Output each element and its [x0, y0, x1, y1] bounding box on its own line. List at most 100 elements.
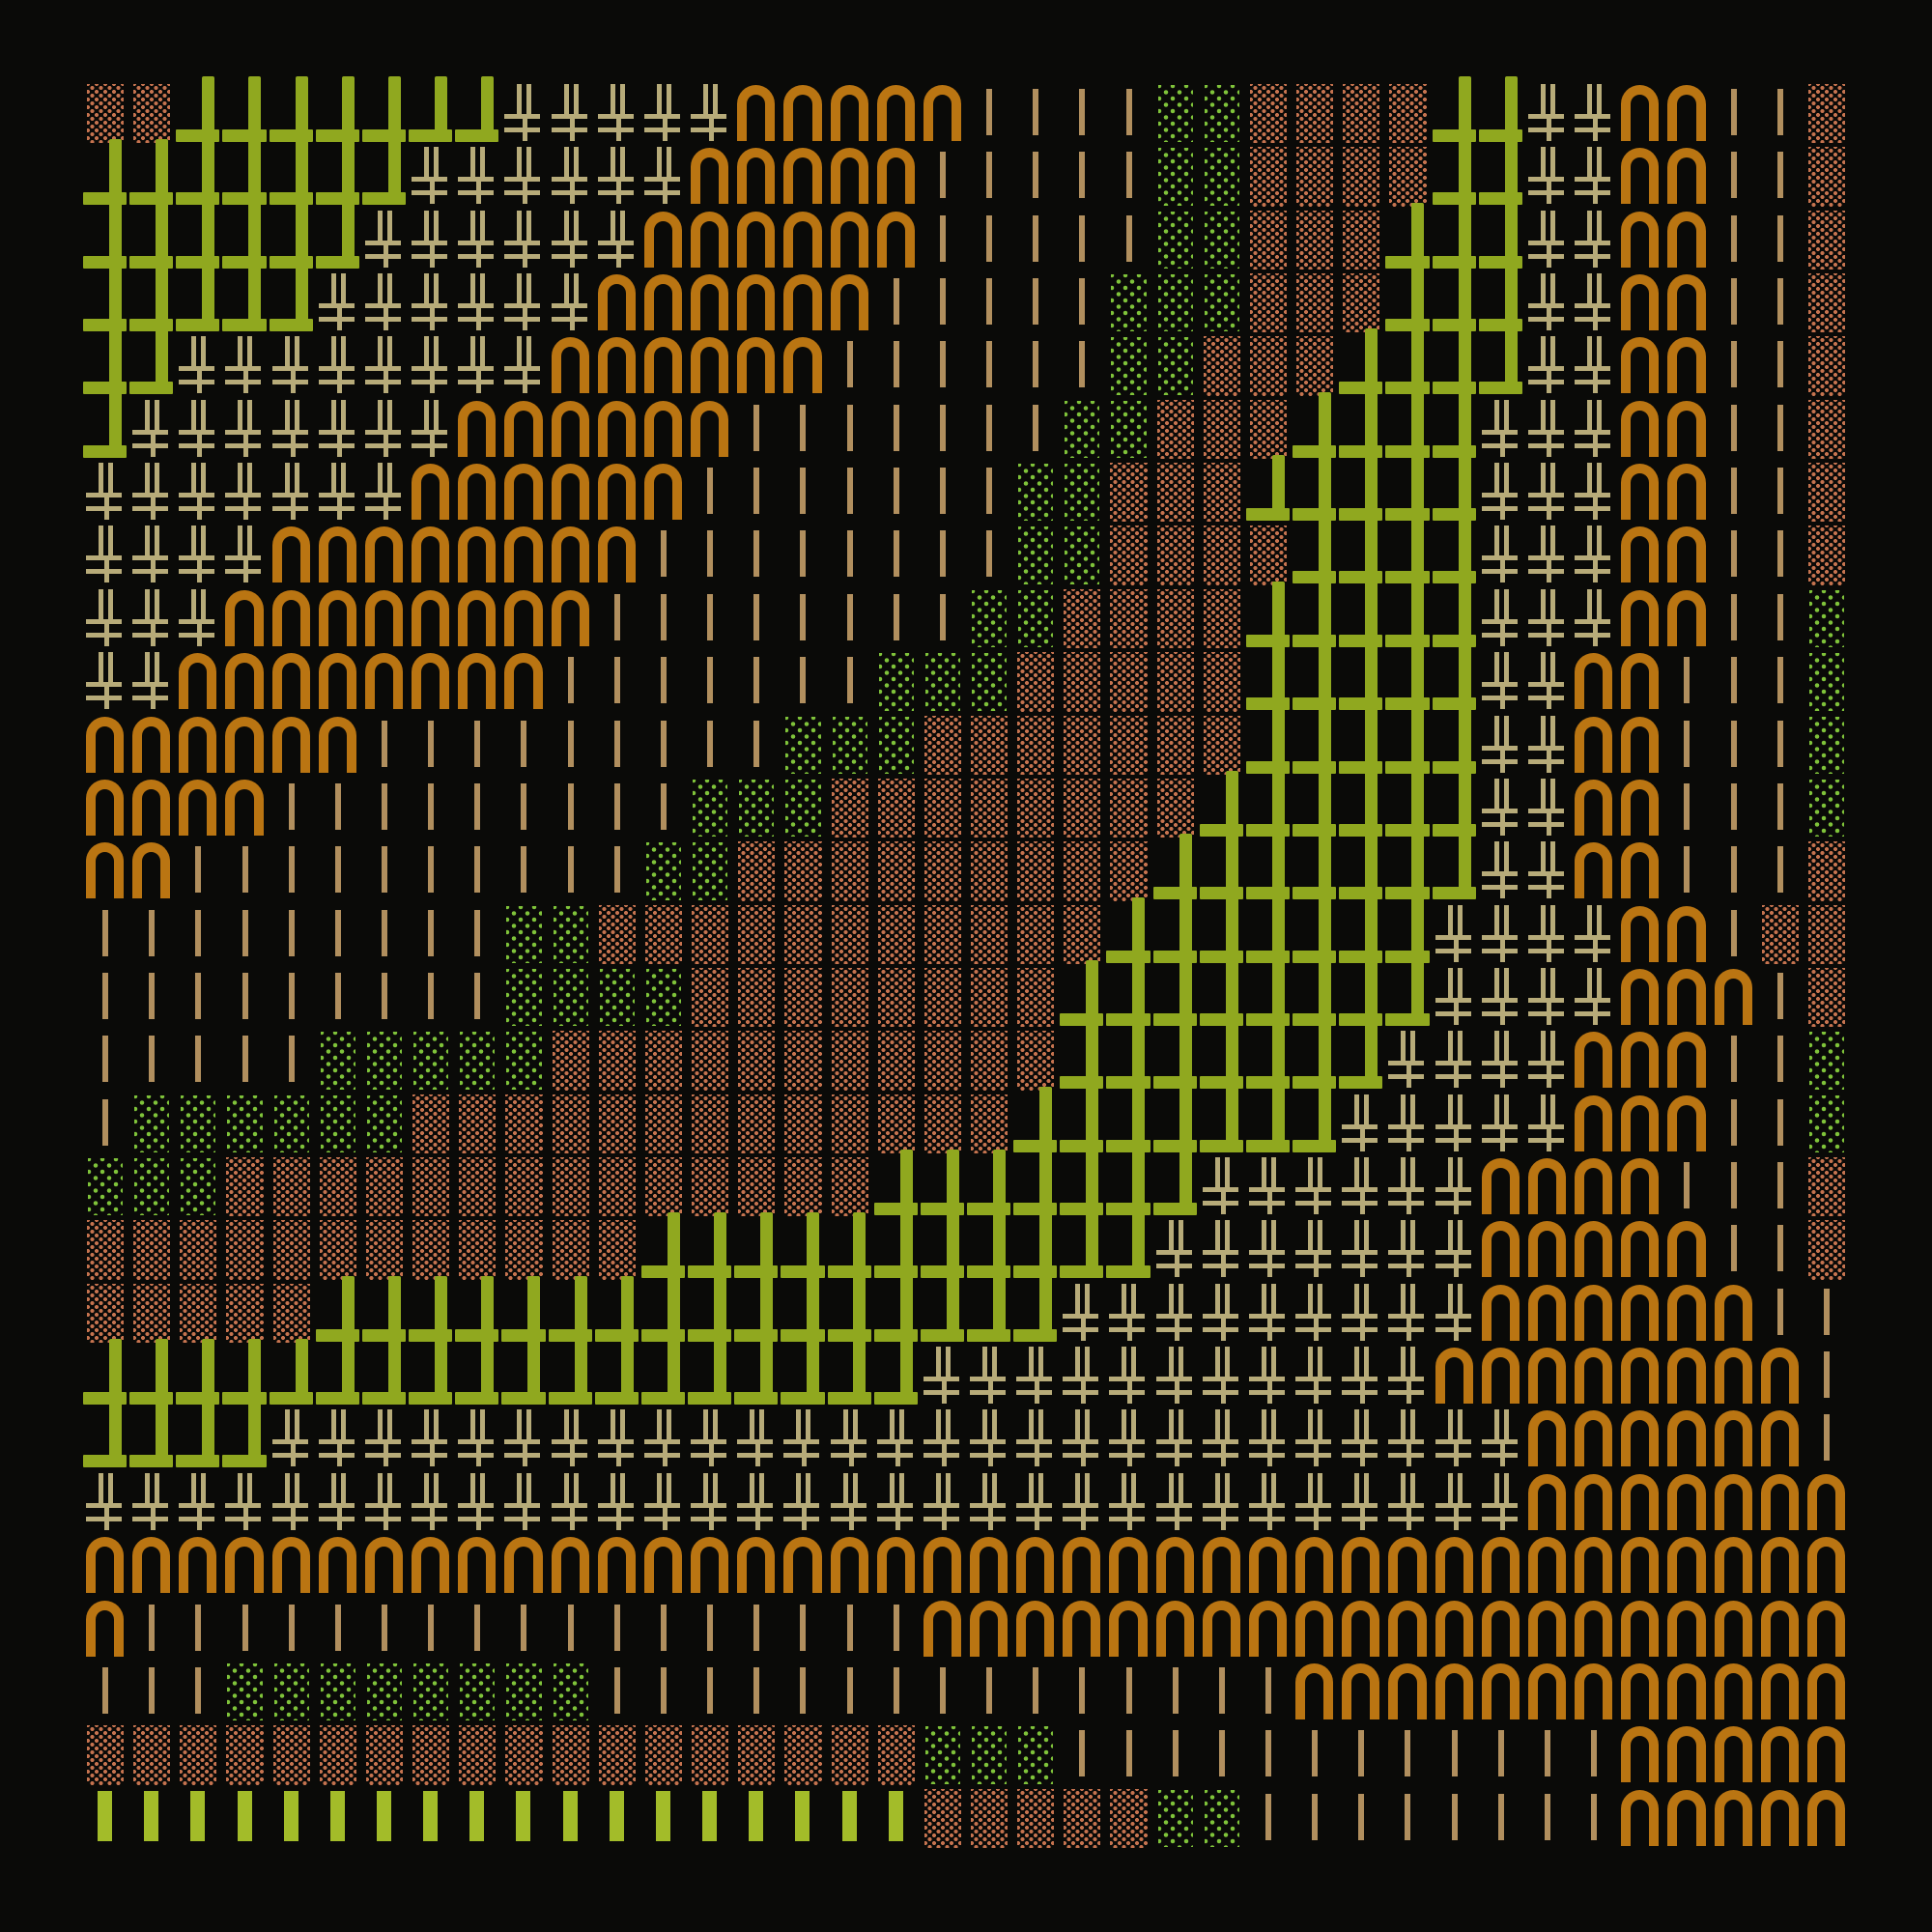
- glyph-arch: [1617, 714, 1663, 777]
- glyph-dash: [1571, 1723, 1617, 1786]
- glyph-dot-grid-dense: [780, 966, 826, 1029]
- glyph-dot-grid-dense: [733, 1723, 780, 1786]
- glyph-dash: [1663, 839, 1710, 902]
- glyph-arch: [687, 334, 733, 397]
- glyph-tee: [1292, 896, 1338, 966]
- glyph-bar: [408, 1787, 454, 1850]
- glyph-dash: [966, 334, 1012, 397]
- glyph-double-cross: [82, 650, 129, 714]
- glyph-tee: [733, 1339, 780, 1407]
- glyph-dot-grid-dense: [315, 1155, 361, 1218]
- glyph-dot-grid-dense: [594, 1723, 640, 1786]
- glyph-arch: [408, 524, 454, 586]
- glyph-tee: [1432, 202, 1478, 271]
- glyph-arch: [1292, 1661, 1338, 1723]
- glyph-double-cross: [268, 461, 315, 525]
- glyph-double-cross: [639, 1407, 688, 1471]
- glyph-tee: [1478, 139, 1524, 208]
- glyph-dash: [175, 1598, 221, 1661]
- glyph-dot-grid-sparse: [1059, 398, 1105, 461]
- glyph-tee: [175, 266, 221, 334]
- glyph-tee: [594, 1339, 640, 1407]
- glyph-double-cross: [1292, 1281, 1339, 1346]
- glyph-dash: [733, 714, 780, 777]
- glyph-bar: [128, 1787, 175, 1850]
- glyph-double-cross: [1477, 650, 1524, 714]
- glyph-arch: [1617, 903, 1663, 966]
- glyph-arch: [408, 650, 454, 713]
- glyph-dot-grid-dense: [1012, 903, 1059, 966]
- glyph-dash: [966, 524, 1012, 586]
- glyph-double-cross: [780, 1470, 827, 1535]
- glyph-dot-grid-dense: [454, 1093, 500, 1155]
- glyph-tee: [966, 1212, 1012, 1281]
- glyph-dash: [1711, 1029, 1757, 1092]
- glyph-dash: [269, 777, 315, 839]
- glyph-double-cross: [314, 397, 361, 462]
- glyph-dot-grid-dense: [920, 839, 966, 902]
- glyph-double-cross: [408, 271, 455, 335]
- glyph-arch: [454, 398, 500, 461]
- glyph-dash: [361, 839, 408, 902]
- glyph-dash: [687, 1598, 733, 1661]
- glyph-dash: [1711, 1093, 1757, 1155]
- glyph-dash: [1012, 82, 1059, 145]
- glyph-arch: [1757, 1534, 1804, 1597]
- glyph-double-cross: [1523, 271, 1572, 335]
- glyph-arch: [221, 587, 268, 650]
- glyph-double-cross: [500, 1470, 548, 1535]
- glyph-dot-grid-dense: [408, 1723, 454, 1786]
- glyph-arch: [827, 271, 873, 334]
- glyph-tee: [361, 75, 408, 145]
- glyph-dot-grid-sparse: [548, 966, 594, 1029]
- glyph-dot-grid-dense: [827, 1093, 873, 1155]
- glyph-arch: [1571, 1029, 1617, 1092]
- glyph-arch: [1757, 1407, 1804, 1470]
- glyph-dash: [269, 1598, 315, 1661]
- glyph-dot-grid-sparse: [269, 1661, 315, 1723]
- glyph-arch: [1524, 1155, 1571, 1218]
- glyph-dot-grid-dense: [873, 839, 920, 902]
- glyph-dash: [361, 903, 408, 966]
- glyph-arch: [1617, 271, 1663, 334]
- glyph-tee: [1384, 202, 1431, 271]
- glyph-tee: [82, 391, 128, 461]
- glyph-tee: [269, 266, 315, 334]
- glyph-tee: [1292, 1023, 1338, 1092]
- glyph-dash: [966, 461, 1012, 524]
- glyph-double-cross: [500, 271, 548, 335]
- glyph-dot-grid-dense: [687, 1155, 733, 1218]
- glyph-double-cross: [360, 1470, 409, 1535]
- glyph-arch: [920, 1534, 966, 1597]
- glyph-dash: [780, 524, 826, 586]
- glyph-arch: [873, 1534, 920, 1597]
- glyph-dot-grid-dense: [1245, 145, 1292, 208]
- glyph-dash: [1059, 145, 1105, 208]
- glyph-double-cross: [1477, 1029, 1524, 1093]
- glyph-double-cross: [360, 208, 409, 272]
- glyph-arch: [1571, 714, 1617, 777]
- glyph-double-cross: [547, 145, 594, 209]
- glyph-dash: [1152, 1723, 1199, 1786]
- glyph-arch: [454, 461, 500, 524]
- glyph-dash: [500, 839, 547, 902]
- glyph-dash: [1757, 1029, 1804, 1092]
- glyph-arch: [1757, 1345, 1804, 1407]
- glyph-arch: [1478, 1661, 1524, 1723]
- glyph-double-cross: [314, 1407, 361, 1471]
- glyph-dot-grid-dense: [1245, 524, 1292, 586]
- glyph-dot-grid-dense: [1012, 839, 1059, 902]
- glyph-tee: [1012, 1086, 1059, 1155]
- glyph-double-cross: [1523, 965, 1572, 1030]
- glyph-arch: [269, 650, 315, 713]
- glyph-dot-grid-dense: [548, 1093, 594, 1155]
- glyph-arch: [1571, 1093, 1617, 1155]
- glyph-double-cross: [1105, 1345, 1152, 1408]
- glyph-tee: [1338, 896, 1384, 966]
- glyph-dot-grid-dense: [920, 714, 966, 777]
- glyph-arch: [361, 1534, 408, 1597]
- glyph-double-cross: [826, 1470, 873, 1535]
- glyph-arch: [315, 1534, 361, 1597]
- glyph-dash: [361, 966, 408, 1029]
- glyph-tee: [640, 1339, 687, 1407]
